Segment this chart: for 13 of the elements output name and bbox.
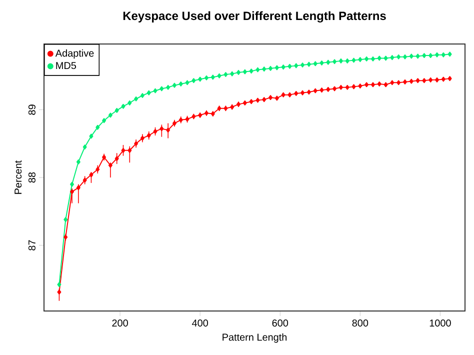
y-tick-label: 89 — [28, 104, 36, 115]
y-tick-label: 88 — [28, 172, 36, 183]
y-tick-label: 87 — [28, 240, 36, 250]
x-tick-label: 400 — [192, 320, 208, 327]
x-tick-label: 800 — [352, 320, 368, 327]
x-axis-title: Pattern Length — [222, 333, 287, 343]
x-tick-label: 200 — [112, 320, 128, 327]
chart-title: Keyspace Used over Different Length Patterns — [123, 11, 386, 22]
x-tick-label: 1000 — [430, 320, 451, 327]
legend-label: MD5 — [56, 62, 76, 70]
legend-label: Adaptive — [55, 49, 94, 59]
y-axis-title: Percent — [14, 160, 22, 194]
x-tick-label: 600 — [272, 320, 288, 327]
